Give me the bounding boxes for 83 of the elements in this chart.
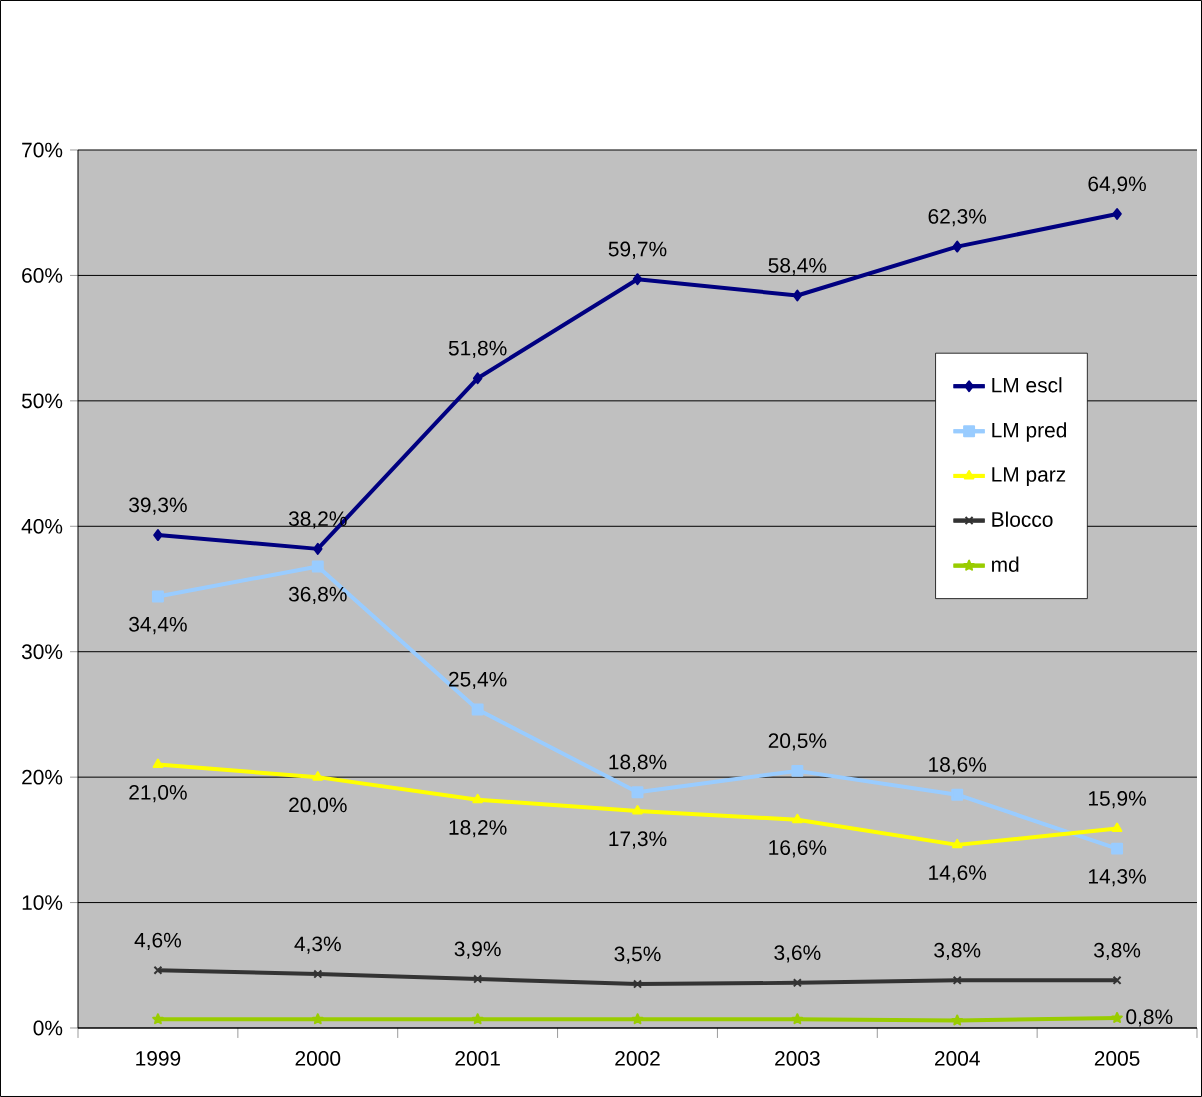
legend-label: LM pred bbox=[992, 422, 1067, 442]
data-label: 21,0% bbox=[129, 784, 187, 803]
point bbox=[312, 771, 324, 781]
point bbox=[312, 1013, 324, 1025]
point bbox=[632, 979, 643, 989]
y-tick-label: 50% bbox=[21, 393, 63, 409]
data-label: 0,8% bbox=[1126, 1009, 1173, 1027]
point bbox=[311, 560, 324, 573]
data-label: 39,3% bbox=[129, 497, 187, 515]
point bbox=[471, 703, 484, 716]
y-tick-label: 0% bbox=[33, 1020, 63, 1036]
point bbox=[1111, 822, 1123, 833]
y-tick-label: 60% bbox=[22, 268, 63, 283]
point bbox=[951, 788, 964, 801]
y-tick-label: 70% bbox=[22, 142, 63, 158]
point bbox=[631, 786, 644, 799]
x-tick-label: 2004 bbox=[935, 1051, 980, 1066]
point bbox=[792, 978, 802, 988]
data-label: 16,6% bbox=[769, 840, 827, 858]
data-label: 36,8% bbox=[288, 586, 347, 605]
data-label: 15,9% bbox=[1089, 790, 1146, 809]
legend-label: Blocco bbox=[992, 511, 1053, 527]
point bbox=[1112, 975, 1122, 985]
data-label: 18,2% bbox=[449, 820, 507, 838]
x-tick-label: 2005 bbox=[1094, 1051, 1140, 1066]
point bbox=[791, 1013, 804, 1025]
data-label: 20,5% bbox=[768, 733, 827, 751]
point bbox=[153, 965, 163, 975]
point bbox=[792, 813, 803, 824]
data-label: 3,8% bbox=[1094, 942, 1141, 961]
point bbox=[631, 1013, 644, 1025]
data-label: 58,4% bbox=[768, 257, 827, 276]
point bbox=[471, 1013, 484, 1025]
x-tick-label: 2001 bbox=[455, 1051, 500, 1066]
point bbox=[791, 764, 804, 777]
point bbox=[313, 542, 323, 555]
legend-label: md bbox=[992, 556, 1019, 572]
data-label: 51,8% bbox=[448, 340, 507, 358]
data-label: 62,3% bbox=[928, 208, 987, 227]
legend-label: LM escl bbox=[992, 377, 1062, 393]
y-tick-label: 40% bbox=[21, 518, 63, 534]
point bbox=[952, 240, 962, 253]
data-label: 3,9% bbox=[454, 941, 501, 959]
data-label: 64,9% bbox=[1088, 176, 1146, 194]
point bbox=[1111, 1011, 1123, 1023]
point bbox=[1112, 207, 1122, 220]
point bbox=[472, 793, 483, 804]
data-label: 25,4% bbox=[449, 671, 507, 690]
data-label: 3,5% bbox=[614, 946, 661, 964]
x-tick-label: 2000 bbox=[295, 1051, 341, 1066]
x-tick-label: 2003 bbox=[775, 1051, 820, 1066]
point bbox=[1111, 842, 1124, 855]
point bbox=[792, 289, 803, 302]
point bbox=[632, 805, 643, 815]
point bbox=[151, 590, 164, 603]
point bbox=[313, 969, 323, 979]
point bbox=[473, 974, 483, 984]
y-tick-label: 20% bbox=[22, 769, 63, 785]
point bbox=[152, 1013, 164, 1025]
data-label: 18,8% bbox=[609, 754, 667, 772]
y-tick-label: 10% bbox=[22, 895, 63, 910]
point bbox=[951, 838, 963, 849]
point bbox=[632, 273, 643, 286]
point bbox=[472, 372, 483, 385]
point bbox=[153, 529, 163, 542]
data-label: 14,6% bbox=[929, 865, 987, 883]
x-tick-label: 2002 bbox=[615, 1051, 660, 1066]
data-label: 3,8% bbox=[934, 942, 981, 961]
data-label: 3,6% bbox=[774, 945, 821, 963]
data-label: 4,3% bbox=[294, 936, 341, 954]
legend-label: LM parz bbox=[992, 467, 1066, 486]
data-label: 34,4% bbox=[129, 616, 187, 635]
point bbox=[152, 758, 164, 769]
data-label: 4,6% bbox=[134, 932, 182, 950]
x-tick-label: 1999 bbox=[136, 1051, 181, 1066]
data-label: 18,6% bbox=[929, 757, 987, 775]
data-label: 20,0% bbox=[289, 797, 347, 815]
data-label: 59,7% bbox=[608, 241, 667, 259]
y-tick-label: 30% bbox=[21, 644, 63, 660]
data-label: 17,3% bbox=[609, 831, 667, 849]
point bbox=[951, 1014, 963, 1026]
point bbox=[952, 975, 962, 985]
data-label: 14,3% bbox=[1089, 868, 1146, 887]
